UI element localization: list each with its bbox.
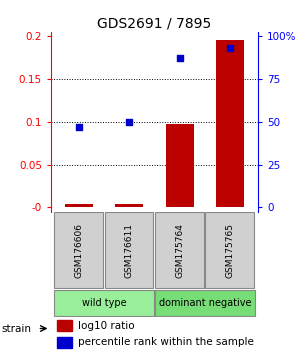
Title: GDS2691 / 7895: GDS2691 / 7895 [98,17,212,31]
Bar [116,204,143,207]
Bar [57,337,72,348]
Point [177,56,182,61]
FancyBboxPatch shape [206,212,254,288]
Text: dominant negative: dominant negative [159,298,251,308]
Bar [65,204,93,207]
Text: strain: strain [2,324,31,333]
Bar [166,124,194,207]
FancyBboxPatch shape [155,212,204,288]
Text: log10 ratio: log10 ratio [78,321,134,331]
Point [127,119,132,125]
Point [228,45,232,51]
Text: GSM176611: GSM176611 [125,223,134,278]
Text: percentile rank within the sample: percentile rank within the sample [78,337,254,347]
Text: GSM175764: GSM175764 [175,223,184,278]
FancyBboxPatch shape [154,290,255,316]
FancyBboxPatch shape [104,212,154,288]
Bar [216,40,244,207]
Text: GSM175765: GSM175765 [226,223,235,278]
Point [76,124,81,130]
Bar [57,320,72,331]
FancyBboxPatch shape [54,212,103,288]
FancyBboxPatch shape [53,290,154,316]
Text: wild type: wild type [82,298,126,308]
Text: GSM176606: GSM176606 [74,223,83,278]
